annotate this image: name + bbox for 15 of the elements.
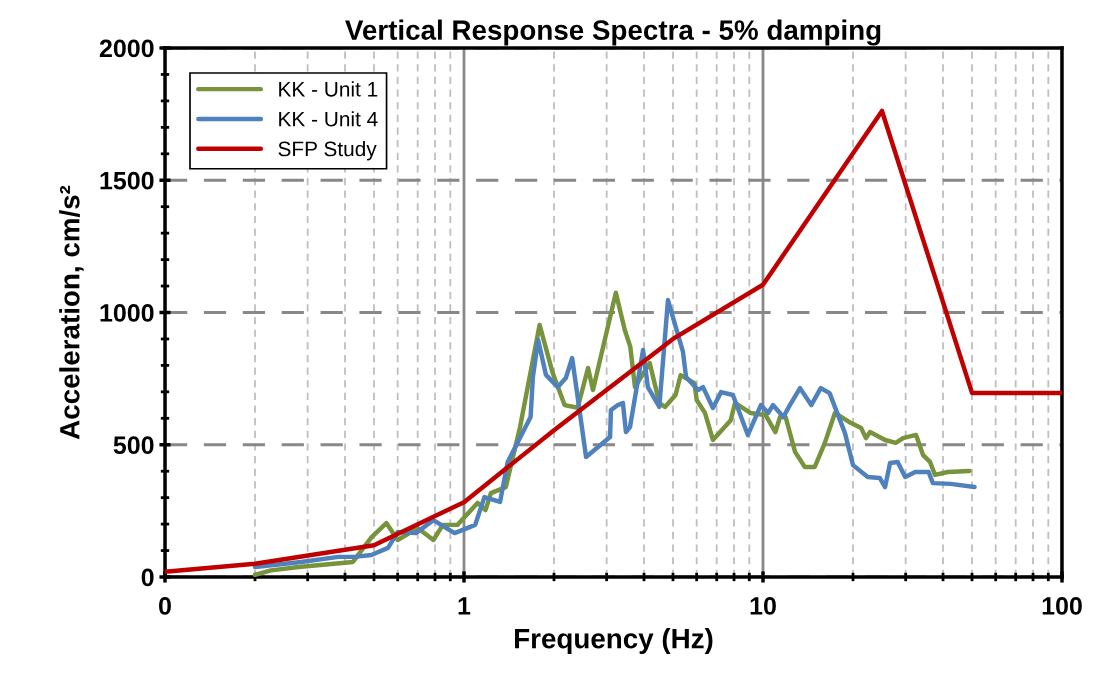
legend-label: KK - Unit 4 xyxy=(279,111,378,127)
y-tick-label: 2000 xyxy=(99,39,154,58)
y-tick-label: 1000 xyxy=(100,304,154,322)
y-axis-title: Acceleration, cm/s² xyxy=(59,185,84,440)
x-tick-label: 10 xyxy=(750,597,776,615)
legend-label: KK - Unit 1 xyxy=(279,81,378,97)
y-tick-label: 500 xyxy=(113,436,154,455)
x-tick-label: 0 xyxy=(159,597,171,615)
legend-label: SFP Study xyxy=(278,141,377,161)
y-tick-label: 1500 xyxy=(100,171,154,190)
chart-title: Vertical Response Spectra - 5% damping xyxy=(345,19,881,46)
x-tick-label: 1 xyxy=(458,597,471,615)
x-tick-label: 100 xyxy=(1042,597,1082,615)
x-axis-title: Frequency (Hz) xyxy=(515,628,713,654)
y-tick-label: 0 xyxy=(141,568,154,587)
